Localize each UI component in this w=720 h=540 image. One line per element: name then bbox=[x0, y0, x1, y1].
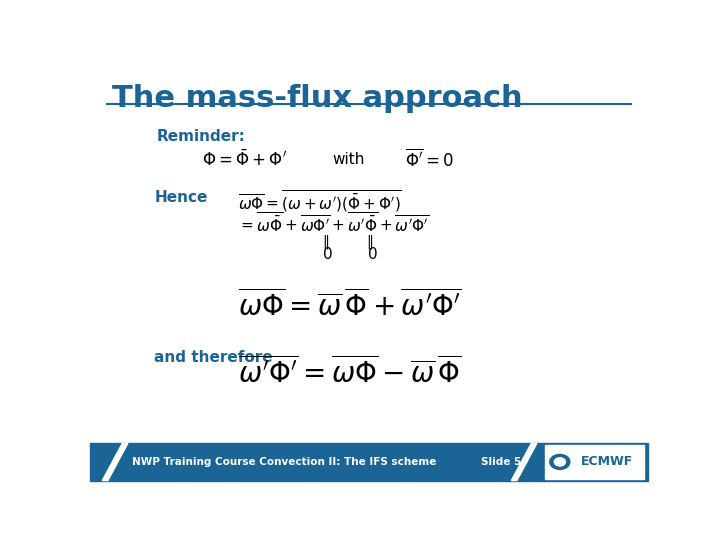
Text: Reminder:: Reminder: bbox=[157, 129, 246, 144]
Text: $\overline{\omega^{\prime}\Phi^{\prime}} = \overline{\omega\Phi} - \overline{\om: $\overline{\omega^{\prime}\Phi^{\prime}}… bbox=[238, 357, 462, 389]
Text: $\|$: $\|$ bbox=[322, 233, 329, 251]
Text: with: with bbox=[333, 152, 365, 167]
Text: $\overline{\Phi^{\prime}} = 0$: $\overline{\Phi^{\prime}} = 0$ bbox=[405, 148, 454, 171]
Text: $\Phi = \bar{\Phi} + \Phi^{\prime}$: $\Phi = \bar{\Phi} + \Phi^{\prime}$ bbox=[202, 150, 287, 170]
Polygon shape bbox=[102, 443, 128, 481]
Text: $0$: $0$ bbox=[366, 246, 377, 262]
Text: $0$: $0$ bbox=[322, 246, 333, 262]
Text: $\overline{\omega\Phi} = \overline{\omega}\,\overline{\Phi} + \overline{\omega^{: $\overline{\omega\Phi} = \overline{\omeg… bbox=[238, 289, 462, 322]
Circle shape bbox=[550, 454, 570, 469]
Bar bbox=[90, 443, 648, 481]
Bar bbox=[545, 446, 644, 478]
Text: and therefore: and therefore bbox=[154, 349, 273, 364]
Text: Hence: Hence bbox=[154, 190, 207, 205]
Text: ECMWF: ECMWF bbox=[581, 455, 634, 468]
Text: NWP Training Course Convection II: The IFS scheme: NWP Training Course Convection II: The I… bbox=[132, 457, 436, 467]
Text: $\|$: $\|$ bbox=[366, 233, 374, 251]
Polygon shape bbox=[511, 443, 537, 481]
Circle shape bbox=[554, 458, 565, 466]
Text: $= \overline{\omega\bar{\Phi}} + \overline{\omega\Phi^{\prime}} + \overline{\ome: $= \overline{\omega\bar{\Phi}} + \overli… bbox=[238, 212, 429, 235]
Text: The mass-flux approach: The mass-flux approach bbox=[112, 84, 523, 112]
Text: $\overline{\omega\Phi} = \overline{(\omega + \omega^{\prime})(\bar{\Phi} + \Phi^: $\overline{\omega\Phi} = \overline{(\ome… bbox=[238, 188, 402, 214]
Text: Slide 5: Slide 5 bbox=[481, 457, 521, 467]
